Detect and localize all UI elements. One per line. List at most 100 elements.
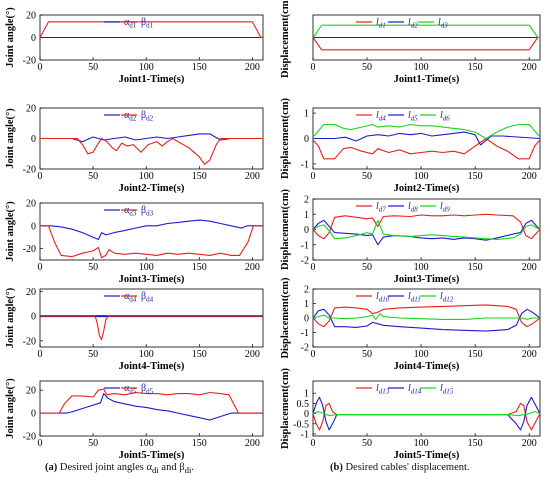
x-tick-label: 150	[468, 62, 483, 73]
x-tick-label: 150	[192, 62, 207, 73]
legend-label: αd2	[124, 110, 137, 123]
y-axis-label: Displacement(cm)	[280, 188, 291, 270]
y-tick-label: -20	[23, 165, 36, 176]
x-tick-label: 50	[88, 438, 98, 449]
x-tick-label: 0	[311, 438, 316, 449]
chart-b5: 0 50 100 150 200-1-0.500.51Joint5-Time(s)Dis…	[280, 367, 541, 461]
series-line-αd3	[40, 219, 263, 241]
y-axis-label: Displacement(cm)	[280, 277, 291, 359]
x-tick-label: 0	[38, 171, 43, 182]
x-axis-label: Joint5-Time(s)	[394, 450, 460, 461]
y-tick-label: 0	[31, 134, 36, 145]
legend-label: ld4	[376, 110, 386, 123]
x-tick-label: 50	[88, 171, 98, 182]
legend-label: ld9	[440, 201, 450, 214]
x-tick-label: 150	[468, 262, 483, 273]
y-tick-label: -20	[23, 336, 36, 347]
x-axis-label: Joint2-Time(s)	[119, 183, 185, 194]
x-tick-label: 100	[139, 262, 154, 273]
x-tick-label: 50	[362, 171, 372, 182]
legend-label: ld12	[440, 291, 454, 304]
x-tick-label: 100	[414, 262, 429, 273]
x-tick-label: 100	[414, 62, 429, 73]
y-tick-label: 0	[304, 409, 309, 420]
y-tick-label: 20	[26, 287, 36, 298]
legend-label: ld7	[376, 201, 386, 214]
x-tick-label: 50	[362, 349, 372, 360]
series-line-ld13	[313, 402, 540, 431]
plot-frame	[39, 288, 264, 348]
x-tick-label: 100	[139, 171, 154, 182]
x-tick-label: 50	[362, 62, 372, 73]
caption-b-label: (b)	[330, 462, 343, 473]
plot-frame	[39, 202, 264, 261]
y-tick-label: -20	[23, 56, 36, 67]
x-axis-label: Joint2-Time(s)	[394, 183, 460, 194]
y-tick-label: 0	[304, 225, 309, 236]
caption-b-text: Desired cables' displacement.	[342, 462, 470, 473]
x-tick-label: 100	[414, 438, 429, 449]
series-line-ld14	[313, 396, 540, 431]
legend-label: ld8	[408, 201, 418, 214]
x-tick-label: 100	[139, 438, 154, 449]
y-axis-label: Displacement(cm)	[280, 0, 291, 78]
x-tick-label: 50	[362, 438, 372, 449]
legend-label: ld1	[376, 17, 386, 30]
chart-b1: 0 50 100 150 200 Joint1-Time(s) Displacement(c…	[280, 0, 541, 85]
legend-label: ld13	[376, 383, 390, 396]
legend-label: ld2	[408, 17, 418, 30]
y-tick-label: 0	[31, 409, 36, 420]
legend-label: ld11	[408, 291, 421, 304]
y-axis-label: Joint angle(°)	[5, 7, 16, 68]
x-tick-label: 100	[139, 62, 154, 73]
x-tick-label: 200	[245, 171, 260, 182]
series-line-ld15	[313, 411, 540, 417]
chart-b4: 0 50 100 150 200-2-1012Joint4-Time(s)Displac…	[280, 277, 541, 372]
series-line-βd5	[40, 388, 263, 414]
plot-frame	[312, 107, 541, 170]
y-tick-label: -20	[23, 244, 36, 255]
x-axis-label: Joint1-Time(s)	[394, 74, 460, 85]
series-line-βd3	[40, 225, 263, 259]
legend-label: αd5	[124, 383, 137, 396]
caption-a: (a) Desired joint angles αdi and βdi.	[45, 462, 194, 475]
x-tick-label: 200	[522, 171, 537, 182]
x-tick-label: 150	[192, 262, 207, 273]
x-tick-label: 0	[38, 438, 43, 449]
legend-label: ld3	[438, 17, 448, 30]
series-line-βd2	[40, 137, 263, 165]
plot-frame	[312, 198, 541, 261]
y-tick-label: 2	[304, 285, 309, 296]
plot-frame	[39, 380, 264, 437]
legend-label: αd1	[124, 17, 137, 30]
series-line-ld3	[313, 24, 540, 39]
y-tick-label: 20	[26, 11, 36, 22]
series-line-ld11	[313, 308, 540, 332]
caption-a-sub2: di	[184, 465, 192, 476]
x-tick-label: 50	[88, 349, 98, 360]
series-line-ld9	[313, 219, 540, 240]
y-tick-label: 2	[304, 195, 309, 206]
caption-a-label: (a)	[45, 462, 58, 473]
x-tick-label: 0	[311, 262, 316, 273]
y-tick-label: -1	[301, 159, 309, 170]
y-axis-label: Joint angle(°)	[5, 201, 16, 262]
caption-a-sub1: di	[151, 465, 159, 476]
x-tick-label: 50	[362, 262, 372, 273]
x-axis-label: Joint1-Time(s)	[119, 74, 185, 85]
x-tick-label: 0	[38, 349, 43, 360]
legend-label: βd1	[141, 17, 154, 30]
legend-label: ld10	[376, 291, 390, 304]
y-tick-label: 0	[31, 33, 36, 44]
x-tick-label: 50	[88, 262, 98, 273]
chart-b2: 0 50 100 150 200-101Joint2-Time(s)Displaceme…	[280, 97, 541, 194]
y-tick-label: -1	[301, 328, 309, 339]
y-tick-label: 1	[304, 109, 309, 120]
legend-label: βd4	[141, 291, 154, 304]
x-tick-label: 200	[245, 262, 260, 273]
